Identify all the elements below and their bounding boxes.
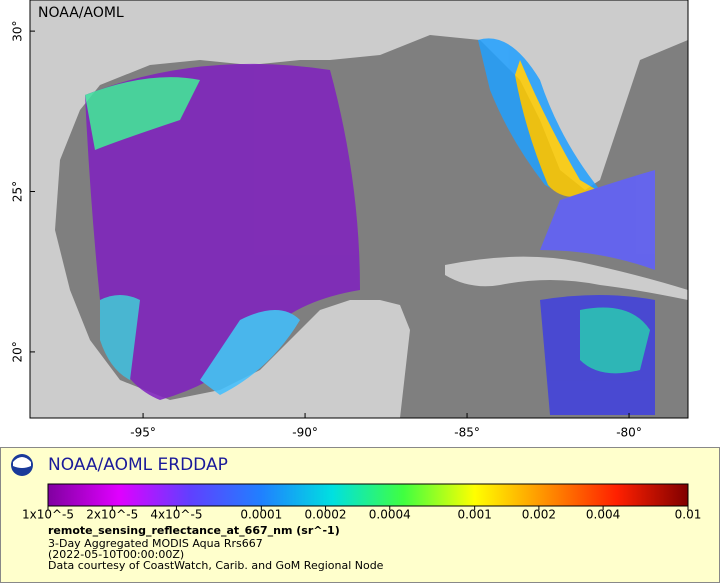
variable-name: remote_sensing_reflectance_at_667_nm (sr… bbox=[48, 524, 340, 537]
colorbar-tick-label: 4x10^-5 bbox=[150, 508, 202, 522]
map-frame bbox=[29, 0, 689, 419]
credit-box bbox=[32, 2, 132, 24]
land bbox=[30, 0, 688, 418]
x-tick-label: -80° bbox=[616, 426, 642, 440]
legend-line: Data courtesy of CoastWatch, Carib. and … bbox=[48, 559, 384, 572]
y-tick-label: 25° bbox=[11, 181, 25, 202]
colorbar-tick-label: 0.001 bbox=[457, 508, 491, 522]
legend-line: (2022-05-10T00:00:00Z) bbox=[48, 548, 184, 561]
x-tick-label: -85° bbox=[454, 426, 480, 440]
x-tick-label: -95° bbox=[130, 426, 156, 440]
y-tick-label: 30° bbox=[11, 20, 25, 41]
colorbar-tick-label: 0.002 bbox=[522, 508, 556, 522]
satellite-imagery bbox=[85, 38, 655, 415]
colorbar-tick-label: 0.0004 bbox=[369, 508, 411, 522]
colorbar-tick-label: 0.0002 bbox=[305, 508, 347, 522]
colorbar-tick-label: 0.0001 bbox=[240, 508, 282, 522]
colorbar bbox=[47, 483, 689, 507]
legend-line: 3-Day Aggregated MODIS Aqua Rrs667 bbox=[48, 537, 263, 550]
colorbar-tick-label: 1x10^-5 bbox=[22, 508, 74, 522]
x-tick-label: -90° bbox=[292, 426, 318, 440]
map-credit: NOAA/AOML bbox=[38, 5, 124, 21]
colorbar-tick-label: 0.004 bbox=[586, 508, 620, 522]
y-tick-label: 20° bbox=[11, 341, 25, 362]
legend-title: NOAA/AOML ERDDAP bbox=[48, 455, 228, 475]
colorbar-tick-label: 0.01 bbox=[675, 508, 702, 522]
noaa-logo-bird bbox=[13, 457, 31, 468]
colorbar-tick-label: 2x10^-5 bbox=[86, 508, 138, 522]
